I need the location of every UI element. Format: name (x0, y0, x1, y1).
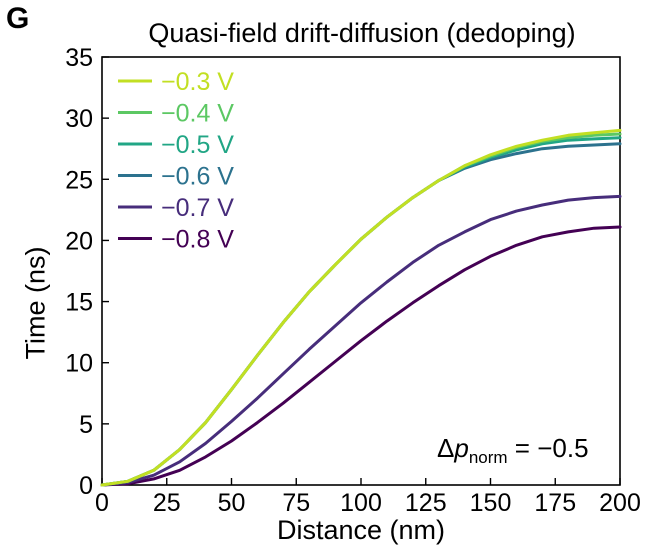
y-tick-label: 30 (65, 105, 93, 133)
y-tick-label: 20 (65, 227, 93, 255)
y-tick-label: 10 (65, 350, 93, 378)
y-tick-label: 25 (65, 166, 93, 194)
legend-label: −0.4 V (161, 100, 234, 128)
y-tick-label: 35 (65, 44, 93, 72)
chart-title: Quasi-field drift-diffusion (dedoping) (148, 18, 576, 48)
annotation-var: p (454, 433, 469, 463)
series-line (100, 128, 622, 487)
legend-label: −0.6 V (161, 163, 234, 191)
series-line (100, 225, 622, 487)
annotation-rest: = −0.5 (507, 433, 589, 463)
x-tick-label: 75 (282, 489, 310, 517)
x-tick-label: 100 (340, 489, 382, 517)
x-axis-label: Distance (nm) (276, 515, 446, 545)
y-tick-label: 0 (79, 472, 93, 500)
series-line (100, 194, 622, 487)
legend-label: −0.3 V (161, 68, 234, 96)
legend-label: −0.7 V (161, 194, 234, 222)
x-tick-label: 50 (218, 489, 246, 517)
x-tick-label: 125 (405, 489, 447, 517)
legend-label: −0.5 V (161, 131, 234, 159)
delta-p-annotation: Δpnorm = −0.5 (437, 433, 589, 468)
x-tick-label: 175 (534, 489, 576, 517)
annotation-sub: norm (468, 448, 508, 467)
x-tick-label: 0 (95, 489, 109, 517)
panel-label: G (6, 2, 30, 35)
y-tick-label: 15 (65, 289, 93, 317)
legend-label: −0.8 V (161, 226, 234, 254)
annotation-symbol: Δ (437, 433, 455, 463)
x-tick-label: 200 (599, 489, 641, 517)
x-tick-label: 150 (470, 489, 512, 517)
x-tick-label: 25 (153, 489, 181, 517)
y-tick-label: 5 (79, 411, 93, 439)
